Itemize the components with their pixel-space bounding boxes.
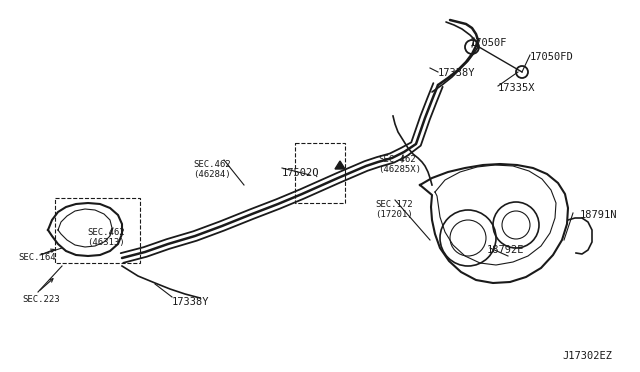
Bar — [295, 143, 345, 203]
Text: (17201): (17201) — [375, 210, 413, 219]
Text: 18792E: 18792E — [487, 245, 525, 255]
Text: SEC.223: SEC.223 — [22, 295, 60, 304]
Text: 17338Y: 17338Y — [172, 297, 209, 307]
Text: (46285X): (46285X) — [378, 165, 421, 174]
Text: 17050F: 17050F — [470, 38, 508, 48]
Text: SEC.462: SEC.462 — [378, 155, 415, 164]
Text: (46313): (46313) — [87, 238, 125, 247]
Text: 18791N: 18791N — [580, 210, 618, 220]
Text: 17335X: 17335X — [498, 83, 536, 93]
Text: J17302EZ: J17302EZ — [562, 351, 612, 361]
Bar — [55, 198, 140, 263]
Text: 17502Q: 17502Q — [282, 168, 319, 178]
Text: SEC.462: SEC.462 — [87, 228, 125, 237]
Text: SEC.172: SEC.172 — [375, 200, 413, 209]
Text: 17338Y: 17338Y — [438, 68, 476, 78]
Text: (46284): (46284) — [193, 170, 230, 179]
Text: SEC.462: SEC.462 — [193, 160, 230, 169]
Text: 17050FD: 17050FD — [530, 52, 573, 62]
Polygon shape — [335, 161, 345, 169]
Text: SEC.164: SEC.164 — [18, 253, 56, 262]
